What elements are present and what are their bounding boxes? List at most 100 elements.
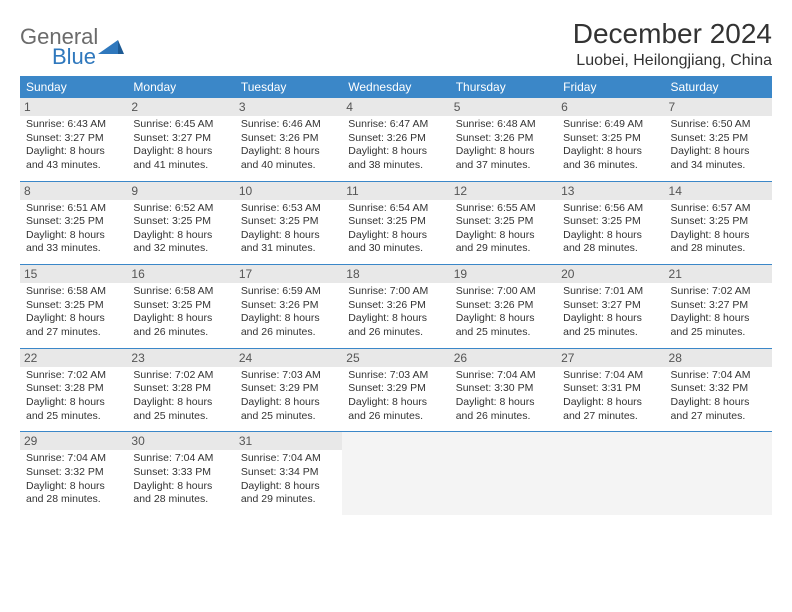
day-sunrise: Sunrise: 7:02 AM [26, 369, 121, 383]
day-sunset: Sunset: 3:25 PM [133, 299, 228, 313]
day-sunrise: Sunrise: 6:51 AM [26, 202, 121, 216]
day-number: 10 [235, 182, 342, 200]
calendar-cell: 2Sunrise: 6:45 AMSunset: 3:27 PMDaylight… [127, 98, 234, 181]
day-day1: Daylight: 8 hours [133, 145, 228, 159]
day-number: 5 [450, 98, 557, 116]
day-day2: and 40 minutes. [241, 159, 336, 173]
day-day1: Daylight: 8 hours [241, 480, 336, 494]
day-sunrise: Sunrise: 6:52 AM [133, 202, 228, 216]
day-sunset: Sunset: 3:28 PM [133, 382, 228, 396]
day-number: 26 [450, 349, 557, 367]
calendar-cell: 14Sunrise: 6:57 AMSunset: 3:25 PMDayligh… [665, 181, 772, 265]
calendar-cell: 19Sunrise: 7:00 AMSunset: 3:26 PMDayligh… [450, 265, 557, 349]
day-day2: and 25 minutes. [563, 326, 658, 340]
day-sunset: Sunset: 3:27 PM [26, 132, 121, 146]
day-sunset: Sunset: 3:31 PM [563, 382, 658, 396]
day-day2: and 26 minutes. [348, 410, 443, 424]
logo: General Blue [20, 18, 124, 70]
calendar-cell: 8Sunrise: 6:51 AMSunset: 3:25 PMDaylight… [20, 181, 127, 265]
day-day1: Daylight: 8 hours [241, 145, 336, 159]
day-sunrise: Sunrise: 6:48 AM [456, 118, 551, 132]
day-sunrise: Sunrise: 6:50 AM [671, 118, 766, 132]
calendar-cell [665, 432, 772, 515]
day-sunrise: Sunrise: 6:55 AM [456, 202, 551, 216]
day-day2: and 29 minutes. [456, 242, 551, 256]
day-number: 4 [342, 98, 449, 116]
day-day1: Daylight: 8 hours [456, 396, 551, 410]
day-day1: Daylight: 8 hours [26, 396, 121, 410]
day-day2: and 43 minutes. [26, 159, 121, 173]
calendar-cell [450, 432, 557, 515]
day-sunrise: Sunrise: 6:43 AM [26, 118, 121, 132]
calendar-cell: 12Sunrise: 6:55 AMSunset: 3:25 PMDayligh… [450, 181, 557, 265]
calendar-cell: 23Sunrise: 7:02 AMSunset: 3:28 PMDayligh… [127, 348, 234, 432]
day-day2: and 34 minutes. [671, 159, 766, 173]
day-day1: Daylight: 8 hours [563, 145, 658, 159]
day-day2: and 26 minutes. [133, 326, 228, 340]
day-number: 24 [235, 349, 342, 367]
weekday-header: Saturday [665, 76, 772, 98]
calendar-table: Sunday Monday Tuesday Wednesday Thursday… [20, 76, 772, 515]
day-day1: Daylight: 8 hours [26, 229, 121, 243]
day-day2: and 41 minutes. [133, 159, 228, 173]
calendar-cell: 29Sunrise: 7:04 AMSunset: 3:32 PMDayligh… [20, 432, 127, 515]
day-sunset: Sunset: 3:27 PM [563, 299, 658, 313]
day-day2: and 38 minutes. [348, 159, 443, 173]
day-sunset: Sunset: 3:25 PM [26, 299, 121, 313]
calendar-cell: 26Sunrise: 7:04 AMSunset: 3:30 PMDayligh… [450, 348, 557, 432]
day-sunset: Sunset: 3:32 PM [671, 382, 766, 396]
calendar-cell: 9Sunrise: 6:52 AMSunset: 3:25 PMDaylight… [127, 181, 234, 265]
day-sunset: Sunset: 3:26 PM [348, 132, 443, 146]
calendar-cell: 10Sunrise: 6:53 AMSunset: 3:25 PMDayligh… [235, 181, 342, 265]
day-number: 7 [665, 98, 772, 116]
day-sunset: Sunset: 3:34 PM [241, 466, 336, 480]
day-sunrise: Sunrise: 6:54 AM [348, 202, 443, 216]
day-day2: and 26 minutes. [241, 326, 336, 340]
day-sunset: Sunset: 3:26 PM [456, 132, 551, 146]
day-sunrise: Sunrise: 7:04 AM [456, 369, 551, 383]
day-number: 29 [20, 432, 127, 450]
day-sunset: Sunset: 3:25 PM [563, 132, 658, 146]
day-sunset: Sunset: 3:26 PM [241, 299, 336, 313]
calendar-row: 15Sunrise: 6:58 AMSunset: 3:25 PMDayligh… [20, 265, 772, 349]
day-day2: and 26 minutes. [456, 410, 551, 424]
day-day2: and 25 minutes. [26, 410, 121, 424]
day-sunset: Sunset: 3:26 PM [456, 299, 551, 313]
calendar-cell: 21Sunrise: 7:02 AMSunset: 3:27 PMDayligh… [665, 265, 772, 349]
calendar-cell: 1Sunrise: 6:43 AMSunset: 3:27 PMDaylight… [20, 98, 127, 181]
day-sunset: Sunset: 3:25 PM [671, 132, 766, 146]
calendar-cell: 27Sunrise: 7:04 AMSunset: 3:31 PMDayligh… [557, 348, 664, 432]
day-day2: and 28 minutes. [133, 493, 228, 507]
day-day2: and 28 minutes. [26, 493, 121, 507]
weekday-header: Sunday [20, 76, 127, 98]
day-day1: Daylight: 8 hours [671, 396, 766, 410]
day-day1: Daylight: 8 hours [133, 480, 228, 494]
day-sunrise: Sunrise: 7:04 AM [671, 369, 766, 383]
day-number: 17 [235, 265, 342, 283]
day-day1: Daylight: 8 hours [241, 229, 336, 243]
day-number: 13 [557, 182, 664, 200]
day-sunset: Sunset: 3:25 PM [671, 215, 766, 229]
location-label: Luobei, Heilongjiang, China [573, 52, 772, 70]
calendar-cell: 25Sunrise: 7:03 AMSunset: 3:29 PMDayligh… [342, 348, 449, 432]
day-day1: Daylight: 8 hours [671, 312, 766, 326]
calendar-cell: 31Sunrise: 7:04 AMSunset: 3:34 PMDayligh… [235, 432, 342, 515]
day-sunset: Sunset: 3:25 PM [563, 215, 658, 229]
day-day2: and 26 minutes. [348, 326, 443, 340]
day-day1: Daylight: 8 hours [133, 312, 228, 326]
weekday-header: Thursday [450, 76, 557, 98]
calendar-cell: 13Sunrise: 6:56 AMSunset: 3:25 PMDayligh… [557, 181, 664, 265]
weekday-header: Monday [127, 76, 234, 98]
day-sunrise: Sunrise: 7:00 AM [456, 285, 551, 299]
day-number: 9 [127, 182, 234, 200]
day-day1: Daylight: 8 hours [26, 145, 121, 159]
day-sunrise: Sunrise: 6:49 AM [563, 118, 658, 132]
day-sunset: Sunset: 3:25 PM [26, 215, 121, 229]
day-day2: and 29 minutes. [241, 493, 336, 507]
day-sunrise: Sunrise: 6:58 AM [26, 285, 121, 299]
day-day1: Daylight: 8 hours [133, 396, 228, 410]
day-sunrise: Sunrise: 6:59 AM [241, 285, 336, 299]
day-day2: and 32 minutes. [133, 242, 228, 256]
calendar-cell: 15Sunrise: 6:58 AMSunset: 3:25 PMDayligh… [20, 265, 127, 349]
day-sunrise: Sunrise: 7:00 AM [348, 285, 443, 299]
